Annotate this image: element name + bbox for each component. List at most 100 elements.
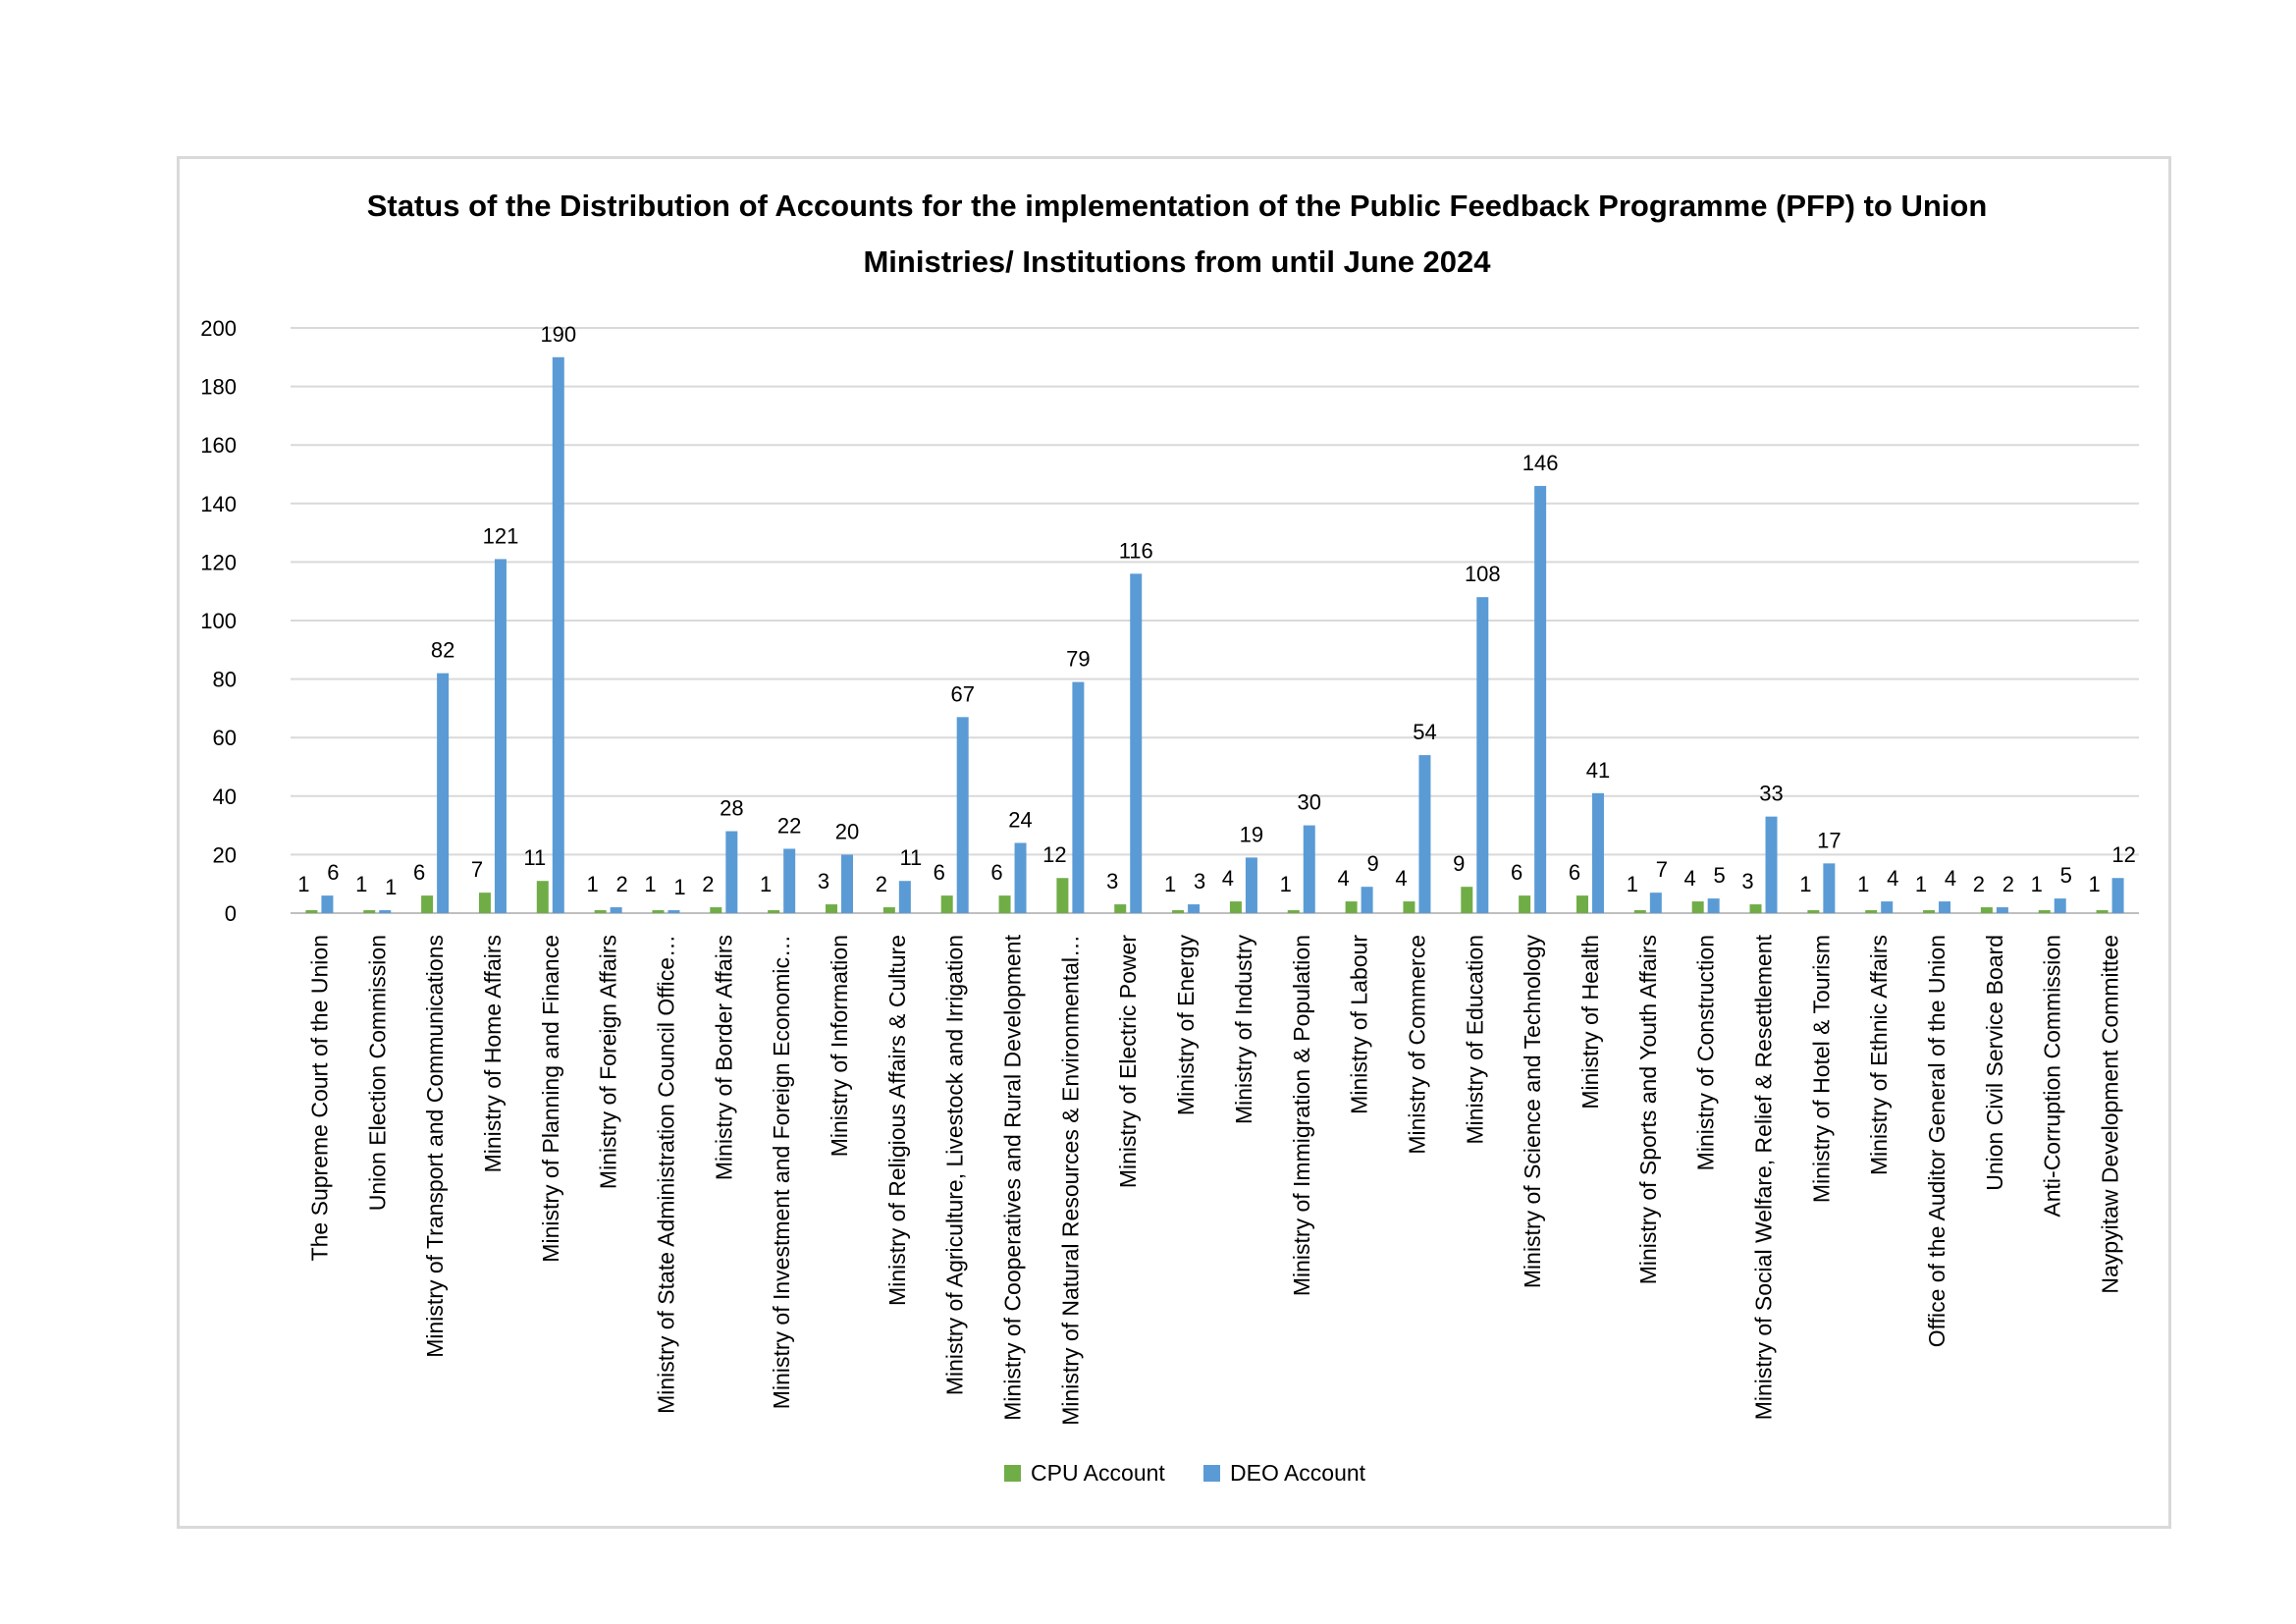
bar-cpu-30	[2038, 910, 2051, 913]
data-label-cpu-18: 4	[1337, 866, 1349, 891]
bar-deo-6	[667, 910, 680, 913]
bar-cpu-28	[1923, 910, 1936, 913]
data-label-cpu-2: 6	[413, 860, 425, 885]
category-label-19: Ministry of Commerce	[1404, 935, 1429, 1155]
category-label-16: Ministry of Industry	[1231, 935, 1256, 1124]
bar-cpu-31	[2096, 910, 2109, 913]
bar-cpu-22	[1575, 895, 1588, 913]
category-label-11: Ministry of Agriculture, Livestock and I…	[942, 935, 968, 1395]
bar-cpu-2	[421, 895, 434, 913]
category-label-27: Ministry of Ethnic Affairs	[1866, 935, 1892, 1175]
legend-deo-label: DEO Account	[1230, 1460, 1366, 1486]
data-label-cpu-25: 3	[1741, 869, 1753, 893]
data-label-deo-16: 19	[1240, 822, 1263, 846]
data-label-cpu-28: 1	[1915, 872, 1927, 896]
data-label-deo-31: 12	[2111, 842, 2135, 867]
bar-deo-27	[1881, 901, 1894, 913]
data-label-deo-12: 24	[1008, 807, 1032, 832]
bar-cpu-14	[1114, 904, 1127, 913]
data-label-deo-6: 1	[673, 875, 685, 899]
category-label-21: Ministry of Science and Technology	[1520, 935, 1545, 1289]
data-label-deo-14: 116	[1119, 538, 1153, 563]
bar-deo-15	[1188, 904, 1201, 913]
legend: CPU Account DEO Account	[1004, 1460, 1366, 1486]
data-label-cpu-17: 1	[1280, 872, 1292, 896]
bar-cpu-23	[1633, 910, 1646, 913]
category-label-31: Naypyitaw Development Committee	[2098, 935, 2123, 1294]
bar-deo-12	[1014, 842, 1027, 913]
bar-deo-0	[321, 895, 334, 913]
category-label-9: Ministry of Information	[827, 935, 852, 1157]
bar-deo-10	[898, 881, 911, 913]
bar-cpu-18	[1345, 901, 1358, 913]
data-label-cpu-13: 12	[1042, 842, 1066, 867]
data-label-cpu-0: 1	[297, 872, 309, 896]
bar-deo-5	[610, 907, 622, 913]
data-label-cpu-22: 6	[1569, 860, 1580, 885]
category-label-28: Office of the Auditor General of the Uni…	[1924, 935, 1949, 1347]
category-label-6: Ministry of State Administration Council…	[653, 935, 678, 1414]
gridlines	[291, 327, 2139, 914]
data-label-deo-27: 4	[1887, 866, 1898, 891]
y-tick-label-160: 160	[200, 433, 237, 458]
bar-deo-23	[1649, 893, 1662, 913]
category-label-3: Ministry of Home Affairs	[480, 935, 506, 1172]
bar-cpu-19	[1403, 901, 1415, 913]
data-label-deo-24: 5	[1714, 863, 1726, 888]
category-label-14: Ministry of Electric Power	[1115, 935, 1141, 1189]
legend-deo-swatch	[1203, 1465, 1220, 1482]
bar-cpu-27	[1865, 910, 1878, 913]
data-label-deo-8: 22	[777, 813, 801, 838]
data-label-cpu-16: 4	[1222, 866, 1234, 891]
data-label-cpu-5: 1	[587, 872, 599, 896]
data-label-cpu-4: 11	[523, 845, 546, 870]
bar-cpu-9	[826, 904, 838, 913]
data-label-cpu-26: 1	[1799, 872, 1811, 896]
bar-deo-24	[1707, 898, 1720, 913]
data-label-cpu-24: 4	[1684, 866, 1696, 891]
data-label-cpu-30: 1	[2031, 872, 2043, 896]
bar-cpu-5	[594, 910, 607, 913]
bar-cpu-7	[710, 907, 722, 913]
data-label-deo-22: 41	[1586, 758, 1610, 783]
data-label-cpu-23: 1	[1627, 872, 1638, 896]
data-label-deo-1: 1	[385, 875, 397, 899]
bar-deo-3	[494, 559, 507, 913]
y-tick-label-120: 120	[200, 550, 237, 574]
data-label-deo-9: 20	[835, 819, 859, 843]
chart-title: Status of the Distribution of Accounts f…	[367, 189, 1988, 279]
bar-deo-14	[1130, 573, 1143, 913]
data-label-cpu-11: 6	[934, 860, 945, 885]
bar-deo-20	[1476, 597, 1489, 913]
bar-deo-30	[2054, 898, 2066, 913]
data-label-cpu-1: 1	[355, 872, 367, 896]
bar-cpu-8	[768, 910, 780, 913]
legend-cpu-label: CPU Account	[1031, 1460, 1165, 1486]
y-tick-label-100: 100	[200, 609, 237, 633]
category-label-1: Union Election Commission	[364, 935, 390, 1211]
data-label-cpu-10: 2	[876, 872, 887, 896]
data-label-cpu-27: 1	[1857, 872, 1869, 896]
data-label-cpu-12: 6	[990, 860, 1002, 885]
data-label-deo-21: 146	[1522, 451, 1559, 475]
data-label-deo-26: 17	[1817, 828, 1841, 852]
y-axis-ticks: 0 20 40 60 80 100 120 140 160 180 200	[200, 316, 237, 926]
data-label-deo-29: 2	[2002, 872, 2014, 896]
category-label-0: The Supreme Court of the Union	[306, 935, 332, 1261]
bar-cpu-12	[998, 895, 1011, 913]
bar-deo-25	[1765, 816, 1778, 913]
bar-cpu-6	[652, 910, 665, 913]
category-label-10: Ministry of Religious Affairs & Culture	[884, 935, 910, 1306]
category-label-30: Anti-Corruption Commission	[2040, 935, 2065, 1218]
y-tick-label-60: 60	[213, 726, 237, 750]
data-label-deo-20: 108	[1465, 562, 1501, 586]
bar-cpu-10	[882, 907, 895, 913]
bar-deo-18	[1361, 887, 1373, 913]
data-label-deo-11: 67	[950, 681, 974, 706]
bar-deo-4	[552, 356, 564, 913]
bar-deo-13	[1072, 681, 1085, 913]
category-label-2: Ministry of Transport and Communications	[422, 935, 448, 1358]
chart-title-line-1: Status of the Distribution of Accounts f…	[367, 189, 1988, 223]
x-axis-categories: The Supreme Court of the Union Union Elec…	[306, 934, 2122, 1425]
data-label-cpu-8: 1	[760, 872, 772, 896]
